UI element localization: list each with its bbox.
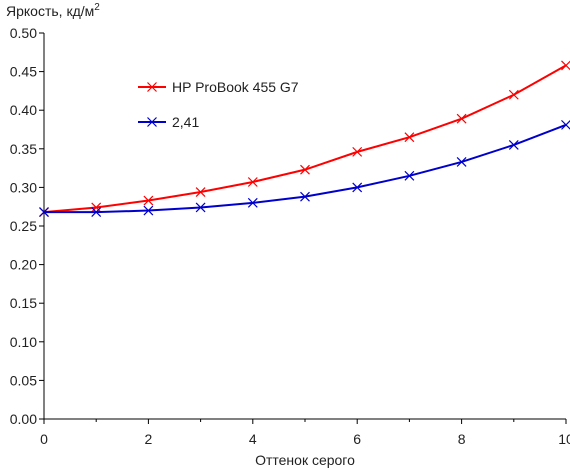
series-layer xyxy=(39,60,570,218)
series-1 xyxy=(39,60,570,218)
data-point xyxy=(300,164,310,175)
y-tick-label: 0.05 xyxy=(10,372,37,388)
data-point xyxy=(300,191,310,202)
y-tick-label: 0.45 xyxy=(10,64,37,80)
y-tick-label: 0.15 xyxy=(10,295,37,311)
legend-item: HP ProBook 455 G7 xyxy=(138,79,299,95)
y-tick-label: 0.50 xyxy=(10,25,37,41)
data-point xyxy=(195,202,206,213)
legend-label: 2,41 xyxy=(172,114,199,130)
x-tick-label: 10 xyxy=(558,431,570,447)
data-point xyxy=(352,182,363,193)
legend-marker xyxy=(147,82,157,92)
data-point xyxy=(247,197,258,208)
y-tick-label: 0.30 xyxy=(10,179,37,195)
x-tick-label: 4 xyxy=(249,431,257,447)
x-tick-label: 8 xyxy=(458,431,466,447)
legend-item: 2,41 xyxy=(138,114,199,130)
legend-marker xyxy=(147,117,157,127)
y-tick-label: 0.00 xyxy=(10,411,37,427)
data-point xyxy=(561,119,570,130)
data-point xyxy=(404,170,415,181)
data-point xyxy=(456,113,467,124)
data-point xyxy=(247,177,258,187)
x-tick-label: 0 xyxy=(40,431,48,447)
data-point xyxy=(352,146,363,157)
x-axis: 0 2 4 6 8 10 xyxy=(40,419,570,447)
data-point xyxy=(143,195,154,206)
x-axis-title: Оттенок серого xyxy=(255,452,355,468)
y-axis-title: Яркость, кд/м2 xyxy=(6,2,100,19)
data-point xyxy=(39,207,49,218)
series-2 xyxy=(39,119,570,218)
y-tick-label: 0.35 xyxy=(10,141,37,157)
series-line xyxy=(44,123,567,214)
legend: HP ProBook 455 G7 2,41 xyxy=(138,79,299,130)
legend-label: HP ProBook 455 G7 xyxy=(172,79,299,95)
data-point xyxy=(508,89,519,100)
data-point xyxy=(143,205,154,216)
y-tick-label: 0.25 xyxy=(10,218,37,234)
series-line xyxy=(43,64,567,214)
y-axis: 0.00 0.05 0.10 0.15 0.20 0.25 0.30 0.35 0.40 0.45… xyxy=(10,25,44,427)
y-tick-label: 0.40 xyxy=(10,102,37,118)
data-point xyxy=(91,207,102,218)
data-point xyxy=(91,202,102,213)
data-point xyxy=(561,60,570,71)
data-point xyxy=(508,140,519,150)
data-point xyxy=(456,156,467,167)
x-tick-label: 6 xyxy=(353,431,361,447)
x-tick-label: 2 xyxy=(145,431,153,447)
y-tick-label: 0.10 xyxy=(10,334,37,350)
y-tick-label: 0.20 xyxy=(10,257,37,273)
data-point xyxy=(195,187,206,197)
data-point xyxy=(404,132,415,143)
